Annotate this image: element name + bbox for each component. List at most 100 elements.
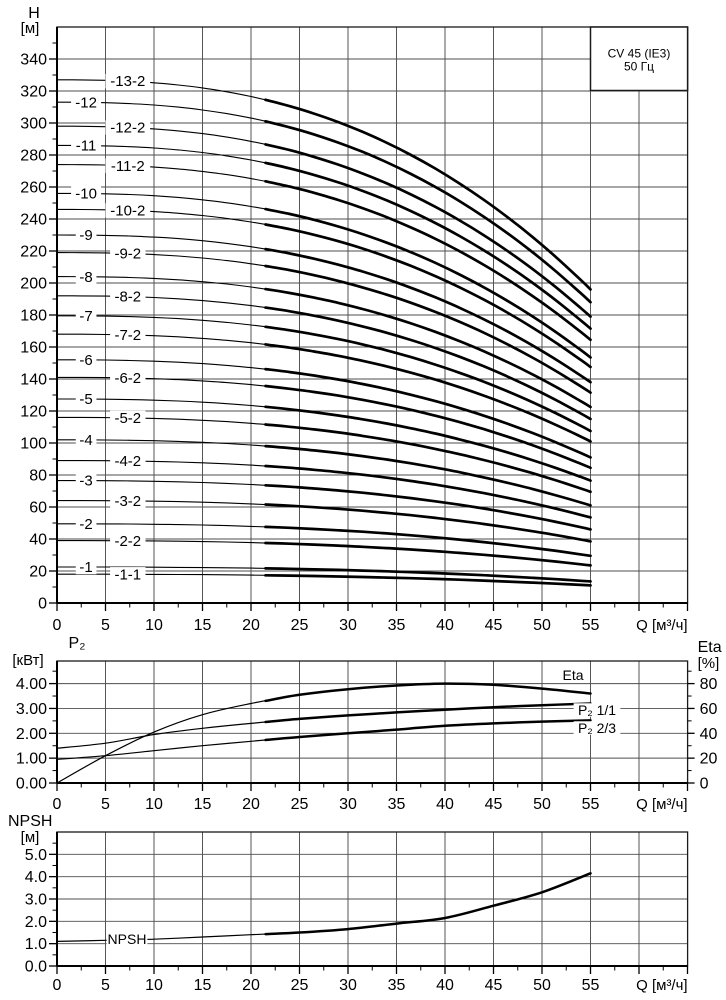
series-label-npsh-bg	[106, 932, 148, 946]
curve-3-thick	[264, 483, 592, 531]
y-axis-unit: [м]	[21, 20, 40, 37]
curve-label-11-2-bg	[105, 158, 151, 173]
x-tick-label: 40	[436, 617, 454, 634]
curve-4-2-thick	[264, 464, 592, 519]
npsh-axis-title: NPSH	[8, 813, 52, 830]
x-tick-label: 15	[194, 796, 212, 813]
x-tick-label: 45	[485, 617, 503, 634]
curve-label-1: -1	[79, 559, 92, 576]
series-label-P11-bg	[573, 703, 621, 717]
curve-label-2-2-bg	[110, 533, 146, 548]
x-tick-label: 0	[53, 796, 62, 813]
curve-label-12-2-bg	[105, 120, 151, 135]
y-tick-label: 1.0	[25, 936, 47, 953]
y-tick-label: 200	[20, 276, 47, 293]
curve-5-2-thick	[264, 423, 592, 494]
curve-label-1-1: -1-1	[114, 566, 141, 583]
curve-label-5-2-bg	[110, 410, 146, 426]
series-label-npsh: NPSH	[108, 931, 147, 947]
curve-8-thick	[264, 287, 592, 409]
curve-5-thick	[264, 405, 592, 482]
head-chart: 0204060801001201401601802002202402602803…	[20, 5, 689, 634]
eta-tick-label: 80	[700, 676, 718, 693]
curve-label-2: -2	[79, 516, 92, 533]
curve-label-6-2-bg	[110, 370, 146, 386]
y-tick-label: 220	[20, 244, 47, 261]
curve-label-5-bg	[75, 391, 97, 407]
x-tick-label: 50	[533, 617, 551, 634]
legend-box: CV 45 (IE3)50 Гц	[589, 26, 689, 92]
curve-p2-full-thin	[56, 702, 592, 749]
power-axis-unit: [кВт]	[12, 652, 43, 669]
y-tick-label: 20	[29, 564, 47, 581]
curve-12-2-thick	[264, 143, 592, 318]
curve-label-10-2: -10-2	[110, 203, 145, 220]
curve-label-4-2-bg	[110, 453, 146, 469]
curve-6-2-thick	[264, 384, 592, 470]
curve-label-8-2-bg	[110, 289, 146, 304]
curve-label-10: -10	[75, 186, 97, 203]
curve-2-thick	[264, 525, 592, 558]
curve-eta-thick	[264, 682, 592, 703]
y-tick-label: 2.0	[25, 914, 47, 931]
x-tick-label: 25	[291, 796, 309, 813]
x-tick-label: 5	[101, 977, 110, 994]
y-tick-label: 80	[29, 468, 47, 485]
y-tick-label: 240	[20, 212, 47, 229]
legend-frequency: 50 Гц	[624, 60, 654, 74]
curve-8-2-thick	[264, 306, 592, 421]
eta-tick-label: 60	[700, 701, 718, 718]
x-tick-label: 25	[291, 617, 309, 634]
curve-label-12-bg	[71, 95, 102, 110]
curve-label-3-2-bg	[110, 493, 146, 509]
curve-label-7: -7	[79, 308, 92, 325]
curve-label-9: -9	[79, 227, 92, 244]
curve-label-11-2: -11-2	[111, 158, 145, 175]
x-tick-label: 30	[339, 617, 357, 634]
x-tick-label: 35	[388, 617, 406, 634]
y-tick-label: 0.0	[25, 959, 47, 976]
x-tick-label: 5	[101, 796, 110, 813]
curve-11-2-thick	[264, 179, 592, 342]
y-tick-label: 4.0	[25, 869, 47, 886]
curve-label-13-2-bg	[105, 73, 151, 89]
x-tick-label: 45	[485, 796, 503, 813]
curve-label-12: -12	[75, 94, 97, 111]
y-tick-label: 0.00	[16, 776, 47, 793]
y-tick-label: 100	[20, 436, 47, 453]
curve-label-7-bg	[75, 308, 97, 324]
curve-label-7-2: -7-2	[114, 327, 141, 344]
curve-label-7-2-bg	[110, 327, 146, 343]
x-tick-label: 35	[388, 977, 406, 994]
curve-label-13-2: -13-2	[110, 73, 145, 90]
y-tick-label: 4.00	[16, 676, 47, 693]
curve-label-4: -4	[79, 432, 92, 449]
y-tick-label: 40	[29, 532, 47, 549]
curve-10-2-thick	[264, 223, 592, 369]
curve-label-10-2-bg	[105, 203, 151, 218]
eta-axis-unit: [%]	[698, 655, 720, 672]
x-tick-label: 25	[291, 977, 309, 994]
x-tick-label: 35	[388, 796, 406, 813]
power-efficiency-chart: 0.001.002.003.004.00020406080P₂[кВт]Eta[…	[12, 635, 721, 813]
curve-label-9-bg	[75, 227, 97, 243]
curve-label-1-bg	[75, 559, 97, 575]
x-axis-unit-label: Q [м³/ч]	[636, 977, 687, 994]
series-label-Eta: Eta	[562, 667, 583, 683]
curve-label-11: -11	[76, 138, 97, 155]
npsh-axis-unit: [м]	[21, 829, 40, 846]
curve-3-2-thick	[264, 503, 592, 543]
y-tick-label: 160	[20, 340, 47, 357]
x-tick-label: 30	[339, 796, 357, 813]
curve-label-6: -6	[79, 352, 92, 369]
eta-axis-title: Eta	[698, 639, 722, 656]
x-tick-label: 50	[533, 796, 551, 813]
x-tick-label: 10	[145, 977, 163, 994]
curve-label-11-bg	[71, 138, 102, 153]
x-axis-unit-label: Q [м³/ч]	[636, 796, 687, 813]
y-tick-label: 320	[20, 84, 47, 101]
curve-13-2-thick	[264, 98, 592, 291]
